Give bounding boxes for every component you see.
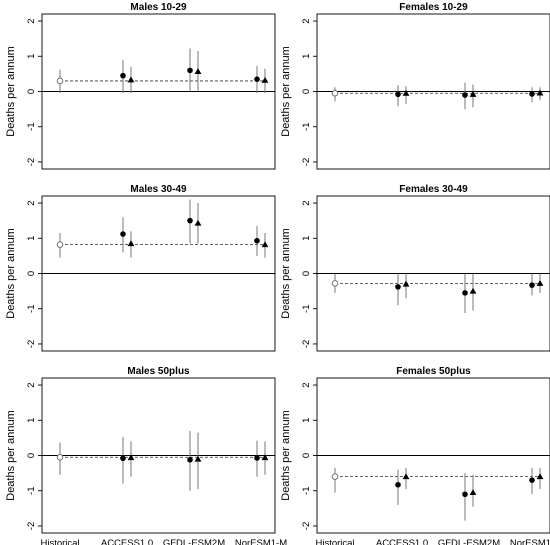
- historical-point: [331, 280, 339, 287]
- panel-title: Males 30-49: [130, 184, 187, 195]
- data-point-circle: [529, 282, 535, 288]
- y-tick-label: -2: [301, 522, 312, 530]
- y-axis-label: Deaths per annum: [5, 410, 17, 501]
- x-category-label: Historical: [315, 538, 354, 545]
- y-tick-label: 2: [26, 382, 37, 387]
- data-point-circle: [462, 290, 468, 296]
- data-point-triangle: [127, 454, 135, 461]
- data-point-triangle: [536, 89, 544, 96]
- historical-point: [331, 473, 339, 480]
- y-tick-label: -2: [301, 340, 312, 348]
- panel-title: Females 30-49: [399, 184, 468, 195]
- y-tick-label: -1: [301, 123, 312, 131]
- data-point-circle: [254, 237, 260, 244]
- data-point-triangle: [536, 279, 544, 286]
- y-tick-label: -1: [301, 487, 312, 495]
- historical-point: [56, 454, 64, 461]
- panel-title: Males 50plus: [127, 366, 190, 377]
- data-point-circle: [529, 477, 535, 483]
- historical-point: [56, 77, 64, 85]
- data-point-triangle: [402, 280, 410, 287]
- data-point-circle: [395, 284, 401, 290]
- data-point-triangle: [469, 90, 477, 97]
- data-point-triangle: [261, 241, 269, 248]
- y-tick-label: -2: [301, 158, 312, 166]
- data-point-triangle: [469, 287, 477, 294]
- y-tick-label: -1: [26, 305, 37, 313]
- y-tick-label: -1: [26, 123, 37, 131]
- y-tick-label: 1: [301, 236, 312, 241]
- x-category-label: ACCESS1.0: [376, 538, 428, 545]
- y-tick-label: 1: [26, 236, 37, 241]
- y-tick-label: 0: [26, 89, 37, 94]
- y-tick-label: 2: [301, 200, 312, 205]
- data-point-triangle: [127, 240, 135, 247]
- data-point-circle: [462, 92, 468, 98]
- data-point-triangle: [194, 219, 202, 226]
- data-point-circle: [187, 217, 193, 224]
- data-point-circle: [187, 456, 193, 463]
- panel-title: Males 10-29: [130, 2, 187, 13]
- chart-panel-4: Females 30-49 -2 -1 0 1 2 Deaths per annum: [280, 184, 550, 352]
- y-tick-label: -2: [26, 340, 37, 348]
- y-tick-label: 2: [301, 18, 312, 23]
- x-category-label: Historical: [40, 538, 79, 545]
- y-tick-label: -2: [26, 522, 37, 530]
- x-category-label: NorESM1-M: [510, 538, 550, 545]
- data-point-triangle: [402, 473, 410, 480]
- y-tick-label: 0: [26, 453, 37, 458]
- y-tick-label: 0: [26, 271, 37, 276]
- y-tick-label: 1: [26, 54, 37, 59]
- y-tick-label: 0: [301, 453, 312, 458]
- y-axis-label: Deaths per annum: [280, 410, 292, 501]
- y-tick-label: 0: [301, 89, 312, 94]
- y-tick-label: 1: [301, 54, 312, 59]
- data-point-circle: [395, 481, 401, 488]
- chart-panel-1: Males 10-29 -2 -1 0 1 2 Deaths per annum: [5, 2, 276, 170]
- chart-panel-6: Females 50plus -2 -1 0 1 2 Deaths per annum His…: [280, 366, 550, 545]
- data-point-circle: [395, 91, 401, 98]
- y-tick-label: 1: [26, 418, 37, 423]
- data-point-triangle: [127, 76, 135, 83]
- y-tick-label: -1: [301, 305, 312, 313]
- data-point-circle: [187, 67, 193, 74]
- panel-title: Females 50plus: [396, 366, 471, 377]
- data-point-triangle: [469, 489, 477, 496]
- chart-panel-2: Females 10-29 -2 -1 0 1 2 Deaths per annum: [280, 2, 550, 170]
- panel-title: Females 10-29: [399, 2, 468, 13]
- data-point-triangle: [402, 89, 410, 96]
- data-point-circle: [254, 455, 260, 461]
- data-point-circle: [120, 231, 126, 237]
- data-point-circle: [120, 455, 126, 462]
- x-category-label: ACCESS1.0: [101, 538, 153, 545]
- historical-point: [56, 241, 64, 248]
- x-category-label: NorESM1-M: [235, 538, 287, 545]
- y-axis-label: Deaths per annum: [5, 228, 17, 319]
- data-point-triangle: [194, 68, 202, 74]
- y-tick-label: 2: [26, 200, 37, 205]
- data-point-triangle: [261, 76, 269, 83]
- data-point-circle: [254, 76, 260, 82]
- y-axis-label: Deaths per annum: [280, 46, 292, 137]
- data-point-triangle: [194, 455, 202, 462]
- y-tick-label: -2: [26, 158, 37, 166]
- data-point-circle: [120, 72, 126, 79]
- x-category-label: GFDL-ESM2M: [163, 538, 225, 545]
- data-point-circle: [462, 491, 468, 498]
- chart-panel-3: Males 30-49 -2 -1 0 1 2 Deaths per annum: [5, 184, 276, 352]
- data-point-triangle: [536, 473, 544, 480]
- y-tick-label: 1: [301, 418, 312, 423]
- y-axis-label: Deaths per annum: [280, 228, 292, 319]
- historical-point: [331, 90, 339, 97]
- y-axis-label: Deaths per annum: [5, 46, 17, 137]
- y-tick-label: 2: [26, 18, 37, 23]
- x-category-label: GFDL-ESM2M: [438, 538, 500, 545]
- y-tick-label: 0: [301, 271, 312, 276]
- y-tick-label: 2: [301, 382, 312, 387]
- data-point-triangle: [261, 454, 269, 461]
- chart-panel-5: Males 50plus -2 -1 0 1 2 Deaths per annum Histo…: [5, 366, 287, 545]
- y-tick-label: -1: [26, 487, 37, 495]
- data-point-circle: [529, 91, 535, 97]
